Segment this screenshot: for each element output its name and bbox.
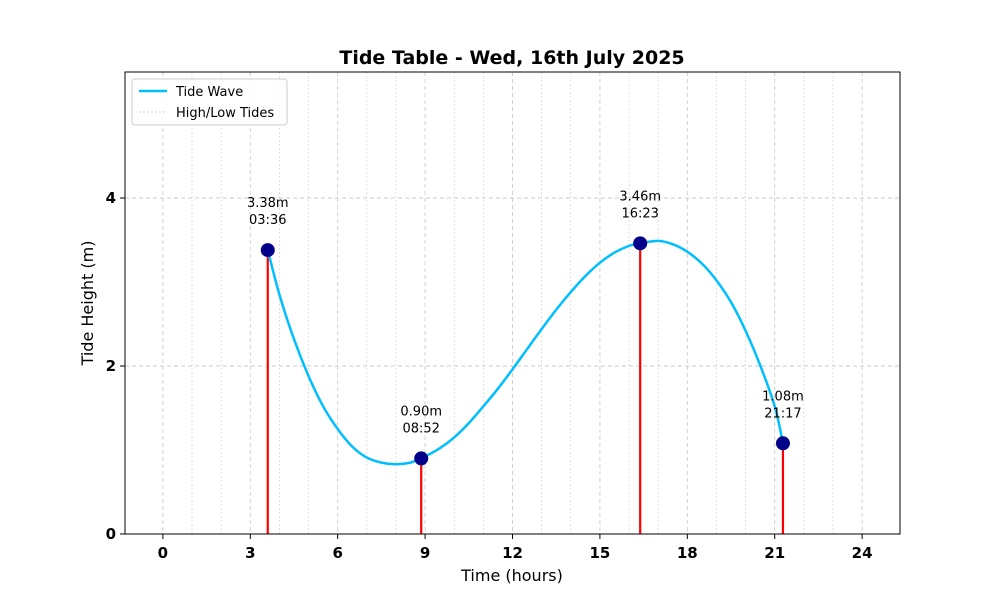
y-tick-label: 0 <box>106 525 116 543</box>
x-tick-label: 18 <box>677 544 698 562</box>
high-low-tide-stems <box>266 243 785 534</box>
tide-time-label: 08:52 <box>402 421 439 436</box>
tide-markers <box>260 236 790 466</box>
x-tick-label: 9 <box>420 544 430 562</box>
tide-marker <box>633 236 648 251</box>
tide-height-label: 3.46m <box>619 189 661 204</box>
tide-marker <box>260 243 275 258</box>
y-tick-label: 4 <box>106 189 116 207</box>
x-tick-label: 15 <box>589 544 610 562</box>
x-tick-label: 24 <box>852 544 873 562</box>
tide-wave-line <box>266 239 785 466</box>
grid <box>125 72 900 534</box>
x-tick-label: 6 <box>332 544 342 562</box>
tide-time-label: 16:23 <box>621 206 658 221</box>
y-tick-label: 2 <box>106 357 116 375</box>
tide-marker <box>775 436 790 451</box>
x-tick-label: 3 <box>245 544 255 562</box>
tide-wave-series <box>266 239 785 466</box>
x-axis-label: Time (hours) <box>460 566 563 585</box>
x-axis-ticks: 0 3 6 9 12 15 18 21 24 <box>158 534 873 562</box>
x-tick-label: 21 <box>764 544 785 562</box>
legend: Tide Wave High/Low Tides <box>131 78 288 126</box>
legend-label-high-low-tides: High/Low Tides <box>176 106 274 121</box>
tide-height-label: 0.90m <box>400 404 442 419</box>
chart-title: Tide Table - Wed, 16th July 2025 <box>339 47 684 69</box>
y-axis-label: Tide Height (m) <box>78 241 97 367</box>
x-tick-label: 0 <box>158 544 168 562</box>
legend-box <box>131 78 288 126</box>
tide-marker <box>414 451 429 466</box>
tide-time-label: 21:17 <box>764 406 801 421</box>
x-tick-label: 12 <box>502 544 523 562</box>
tide-height-label: 1.08m <box>762 389 804 404</box>
tide-height-label: 3.38m <box>247 196 289 211</box>
legend-label-tide-wave: Tide Wave <box>175 85 243 100</box>
tide-annotations: 3.38m 03:36 0.90m 08:52 3.46m 16:23 1.08m 21:17 <box>247 189 804 436</box>
y-axis-ticks: 0 2 4 <box>106 189 125 543</box>
tide-time-label: 03:36 <box>249 213 286 228</box>
